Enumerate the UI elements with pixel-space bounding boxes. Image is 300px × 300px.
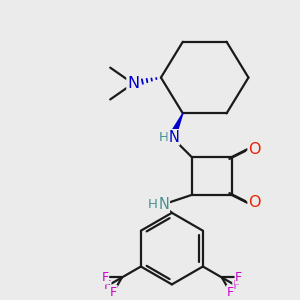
Text: H: H bbox=[148, 198, 158, 212]
Text: F: F bbox=[101, 271, 109, 284]
Text: F: F bbox=[235, 271, 242, 284]
Text: F: F bbox=[110, 286, 117, 298]
Polygon shape bbox=[169, 113, 183, 139]
Text: H: H bbox=[159, 131, 169, 144]
Text: N: N bbox=[158, 197, 169, 212]
Text: O: O bbox=[248, 142, 261, 157]
Text: O: O bbox=[248, 195, 261, 210]
Text: F: F bbox=[227, 286, 234, 298]
Text: F: F bbox=[233, 279, 240, 292]
Text: N: N bbox=[127, 76, 139, 91]
Text: F: F bbox=[104, 279, 111, 292]
Text: N: N bbox=[168, 130, 179, 145]
